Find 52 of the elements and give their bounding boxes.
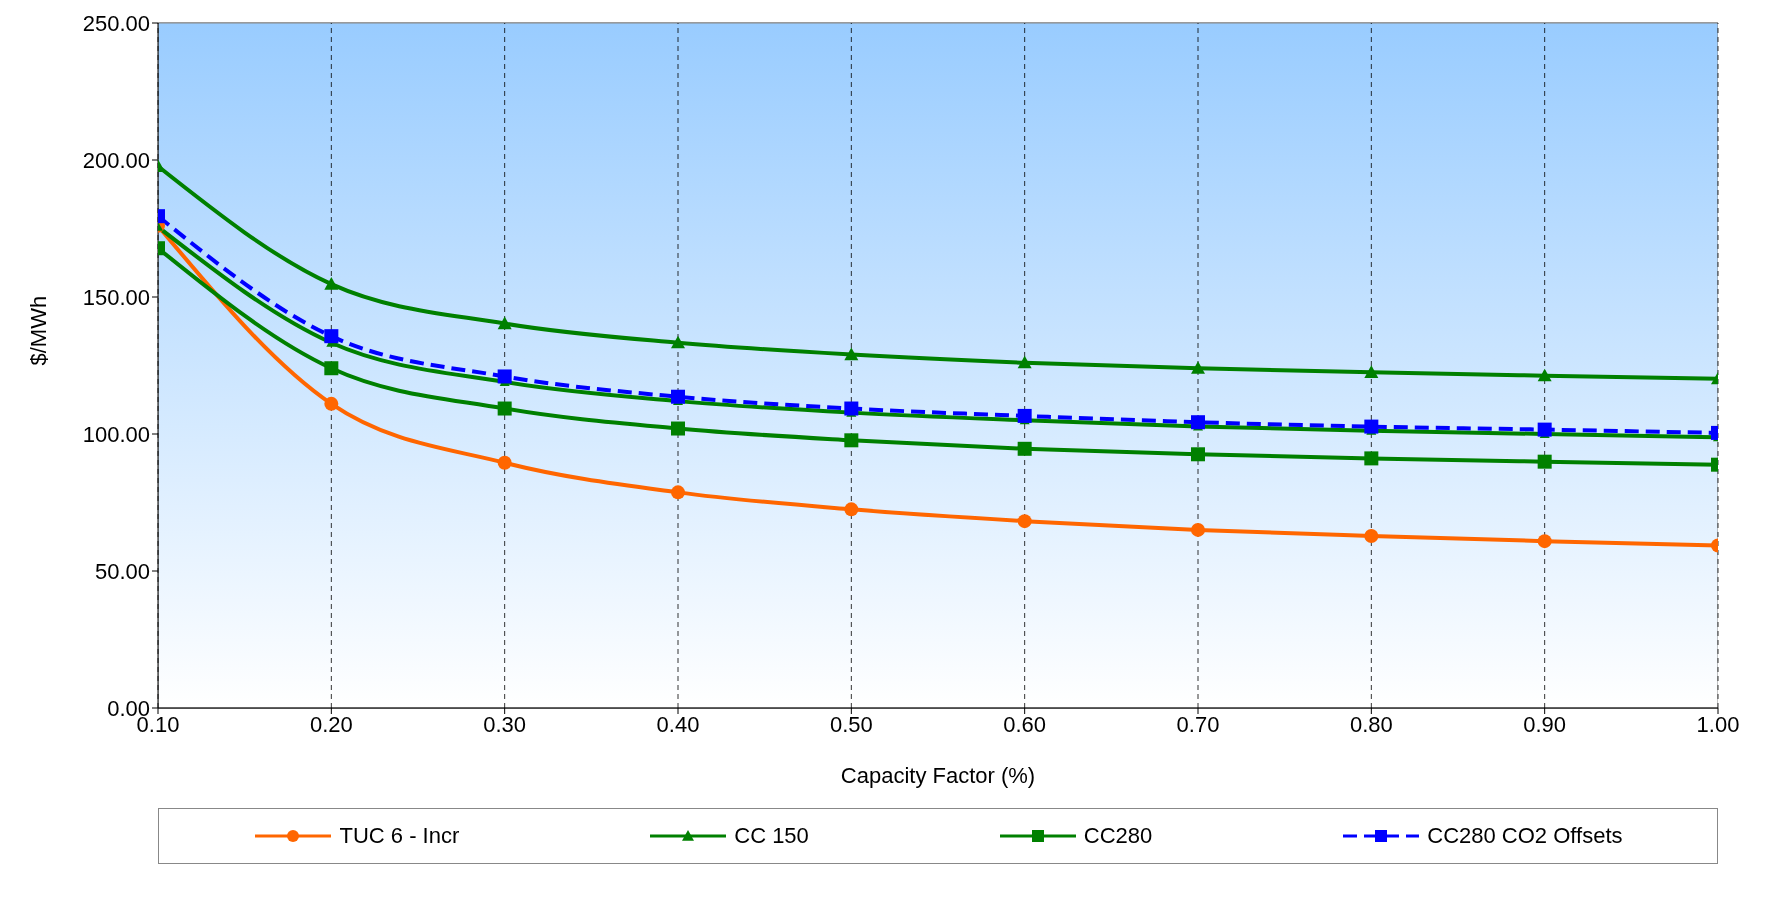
point	[1191, 522, 1205, 537]
point	[844, 347, 859, 361]
point	[844, 401, 859, 416]
point	[1191, 361, 1205, 374]
point	[1017, 408, 1032, 423]
point	[324, 329, 339, 344]
point	[324, 396, 339, 411]
point	[1537, 454, 1552, 469]
point	[671, 335, 685, 349]
x-tick-label: 0.20	[309, 711, 353, 737]
point	[1364, 451, 1379, 466]
x-tick-label: 0.50	[829, 711, 873, 737]
x-tick-label: 0.40	[656, 711, 700, 737]
y-tick-label: 50.00	[94, 558, 150, 584]
point	[1364, 365, 1379, 378]
point	[1537, 534, 1552, 549]
y-tick-label: 200.00	[82, 147, 150, 173]
point	[1017, 441, 1032, 456]
legend-label: CC 150	[734, 823, 809, 849]
point	[497, 316, 512, 330]
point	[671, 421, 685, 436]
point	[1537, 422, 1552, 437]
x-tick-label: 0.80	[1349, 711, 1393, 737]
legend-label: TUC 6 - Incr	[339, 823, 460, 849]
point	[1017, 514, 1032, 529]
y-tick-label: 100.00	[82, 421, 150, 447]
y-tick-label: 150.00	[82, 284, 150, 310]
point	[1364, 419, 1379, 434]
legend-label: CC280 CO2 Offsets	[1427, 823, 1623, 849]
point	[1537, 368, 1552, 382]
x-tick-label: 0.90	[1523, 711, 1567, 737]
point	[324, 361, 339, 376]
point	[671, 389, 685, 404]
point	[497, 401, 512, 416]
x-tick-label: 0.30	[483, 711, 527, 737]
point	[1364, 528, 1379, 543]
point	[844, 502, 859, 517]
point	[1191, 415, 1205, 430]
legend-label: CC280	[1083, 823, 1153, 849]
y-tick-label: 250.00	[82, 10, 150, 36]
x-tick-label: 1.00	[1696, 711, 1740, 737]
point	[324, 277, 339, 290]
point	[844, 433, 859, 448]
point	[1191, 447, 1205, 462]
point	[497, 369, 512, 384]
point	[1017, 355, 1032, 369]
x-tick-label: 0.70	[1176, 711, 1220, 737]
y-axis-title: $/MWh	[25, 295, 51, 366]
x-axis-title: Capacity Factor (%)	[840, 763, 1036, 788]
x-tick-label: 0.60	[1003, 711, 1047, 737]
point	[671, 485, 685, 500]
point	[497, 455, 512, 470]
